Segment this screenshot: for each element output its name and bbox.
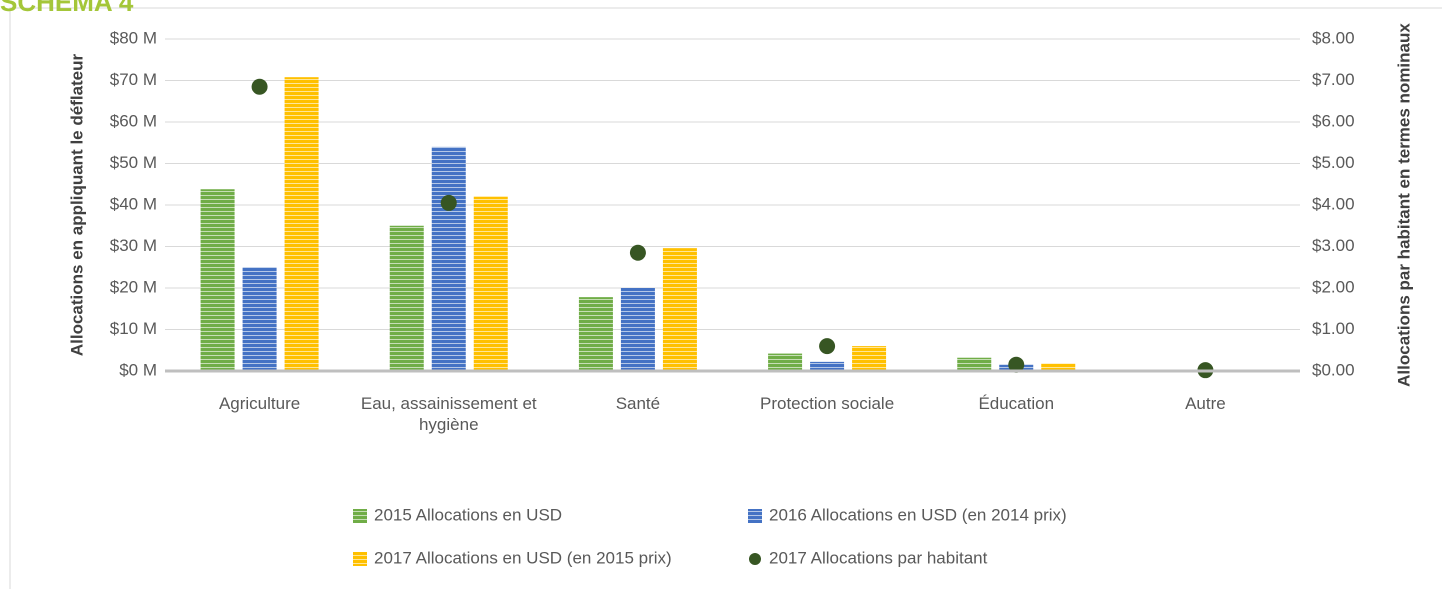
x-tick-label: Agriculture	[218, 394, 301, 413]
chart-border	[9, 7, 1442, 594]
bar	[957, 357, 992, 371]
y2-tick-label: $6.00	[1312, 111, 1355, 130]
bar	[620, 288, 655, 371]
y-tick-label: $60 M	[110, 111, 157, 130]
x-tick-label-box: Eau, assainissement et hygiène	[360, 394, 537, 434]
legend-label: 2016 Allocations en USD (en 2014 prix)	[769, 505, 1067, 524]
x-tick-label-box: Agriculture	[218, 394, 301, 413]
legend-marker	[353, 552, 367, 566]
x-tick-label: Autre	[1185, 394, 1226, 413]
legend-label: 2015 Allocations en USD	[374, 505, 562, 524]
bar	[473, 196, 508, 371]
x-tick-label: Santé	[615, 394, 661, 413]
legend-marker	[748, 509, 762, 523]
legend-marker	[353, 509, 367, 523]
y2-tick-label: $7.00	[1312, 70, 1355, 89]
legend-label: 2017 Allocations en USD (en 2015 prix)	[374, 548, 672, 567]
x-tick-label-box: Éducation	[978, 394, 1055, 413]
y2-tick-label: $8.00	[1312, 28, 1355, 47]
x-tick-label: Éducation	[978, 394, 1055, 413]
y-tick-label: $40 M	[110, 194, 157, 213]
bar	[662, 248, 697, 371]
y-tick-label: $50 M	[110, 153, 157, 172]
x-tick-label-box: Santé	[615, 394, 661, 413]
bar	[852, 346, 887, 371]
point	[251, 78, 268, 95]
y-tick-label: $20 M	[110, 277, 157, 296]
point	[629, 244, 646, 261]
legend-marker	[749, 553, 761, 565]
chart-title: SCHÉMA 4	[0, 0, 134, 17]
x-tick-label-box: Autre	[1185, 394, 1226, 413]
bar	[1041, 363, 1076, 371]
bar	[389, 225, 424, 371]
bar	[431, 146, 466, 371]
y-tick-label: $30 M	[110, 236, 157, 255]
y-tick-label: $10 M	[110, 319, 157, 338]
y2-tick-label: $0.00	[1312, 360, 1355, 379]
legend-label: 2017 Allocations par habitant	[769, 548, 988, 567]
y2-tick-label: $4.00	[1312, 194, 1355, 213]
bar	[242, 267, 277, 371]
bar	[200, 189, 235, 371]
x-tick-label: Protection sociale	[759, 394, 895, 413]
point	[1008, 356, 1025, 373]
y2-axis-label: Allocations par habitant en termes nomin…	[1394, 23, 1413, 387]
point	[440, 194, 457, 211]
y-tick-label: $0 M	[119, 360, 157, 379]
y2-tick-label: $1.00	[1312, 319, 1355, 338]
x-tick-label-box: Protection sociale	[759, 394, 895, 413]
bar	[768, 353, 803, 371]
x-tick-label: Eau, assainissement et hygiène	[360, 394, 537, 434]
y2-tick-label: $2.00	[1312, 277, 1355, 296]
bar	[810, 361, 845, 371]
y-axis-label: Allocations en appliquant le déflateur	[67, 53, 86, 356]
bar	[284, 77, 319, 372]
y-tick-label: $80 M	[110, 28, 157, 47]
bar	[578, 297, 613, 371]
y-tick-label: $70 M	[110, 70, 157, 89]
y2-tick-label: $5.00	[1312, 153, 1355, 172]
point	[819, 338, 836, 355]
y2-tick-label: $3.00	[1312, 236, 1355, 255]
